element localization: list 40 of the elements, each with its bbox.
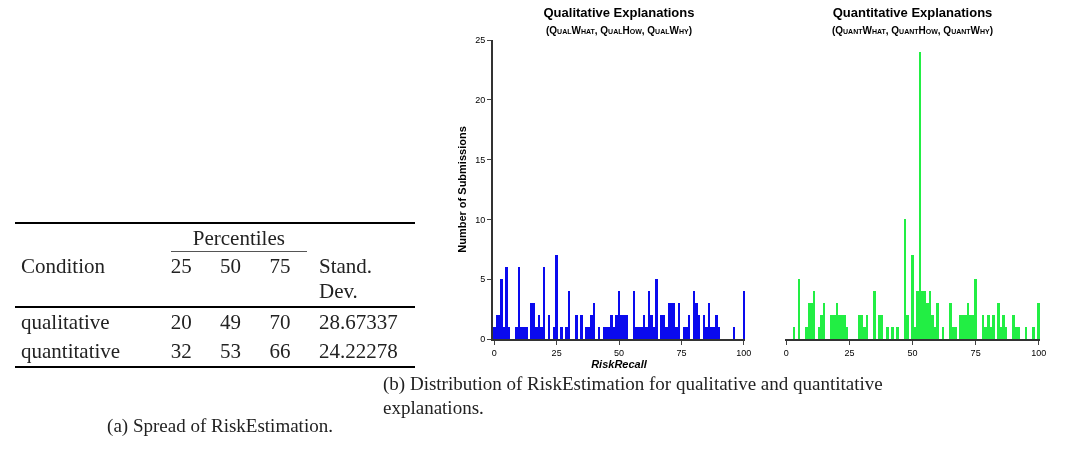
y-tick-label: 0 — [480, 334, 486, 345]
text: (b) Distribution of RiskEstimation for qualitative and quantitative explanations. — [383, 372, 884, 420]
text: 32 — [170, 339, 192, 363]
text: Condition — [20, 253, 106, 280]
x-tick-label: 50 — [907, 347, 918, 358]
text: 20 — [170, 310, 192, 334]
category-label: 25 — [169, 253, 193, 280]
x-axis-title: RiskRecall — [591, 358, 648, 371]
category-label: Stand. Dev. — [318, 253, 374, 305]
chart-subtitle: (QualWhat, QualHow, QualWhy) — [545, 24, 693, 36]
x-tick-label: 0 — [783, 347, 789, 358]
text: 28.67337 — [319, 310, 398, 334]
y-tick-label: 15 — [475, 154, 486, 165]
x-tick-label: 50 — [613, 347, 625, 358]
category-label: 75 — [268, 253, 292, 280]
category-label: 50 — [219, 253, 243, 280]
y-axis-title: Number of Submissions — [456, 126, 469, 253]
text: 70 — [269, 310, 291, 334]
y-tick-label: 10 — [475, 214, 486, 225]
x-tick-label: 0 — [491, 347, 497, 358]
text: 53 — [220, 339, 242, 363]
chart-subtitle: (QuantWhat, QuantHow, QuantWhy) — [831, 24, 994, 36]
category-label: qualitative — [21, 310, 110, 334]
y-tick-label: 25 — [475, 35, 486, 46]
x-tick-label: 100 — [1031, 347, 1047, 358]
x-tick-label: 25 — [844, 347, 855, 358]
text: 49 — [220, 310, 242, 334]
text: 24.22278 — [319, 339, 398, 363]
text: Percentiles — [170, 226, 307, 252]
x-tick-label: 100 — [736, 347, 752, 358]
chart-title: Quantitative Explanations — [832, 4, 993, 20]
x-tick-label: 25 — [551, 347, 562, 358]
x-tick-label: 75 — [970, 347, 981, 358]
chart-title: Qualitative Explanations — [543, 4, 695, 20]
x-tick-label: 75 — [676, 347, 687, 358]
category-label: quantitative — [21, 339, 121, 363]
text: (a) Spread of RiskEstimation. — [107, 415, 333, 436]
y-tick-label: 20 — [475, 94, 486, 105]
y-tick-label: 5 — [480, 274, 486, 285]
text: 66 — [269, 339, 291, 363]
